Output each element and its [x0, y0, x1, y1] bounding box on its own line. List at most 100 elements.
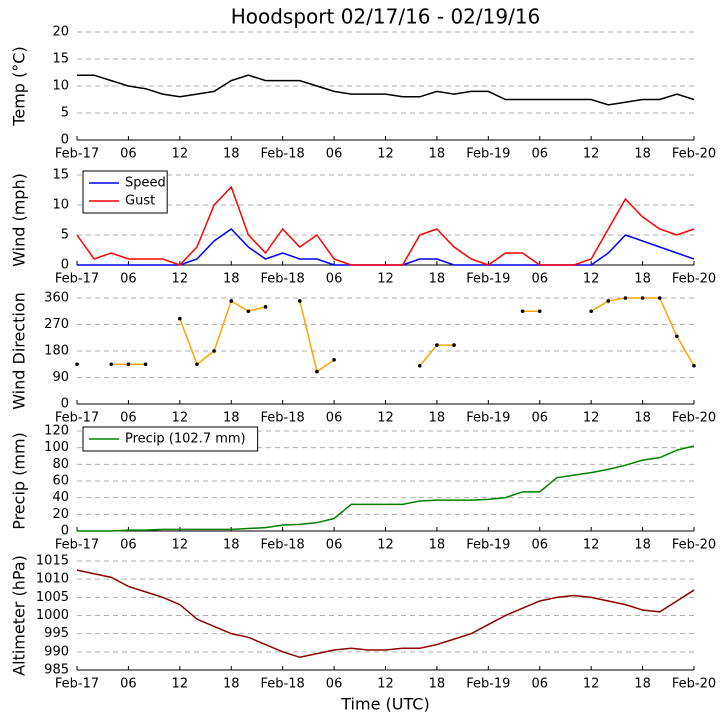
x-tick-label: 18 — [429, 411, 446, 426]
y-tick-label: 0 — [61, 524, 69, 539]
x-tick-label: Feb-20 — [672, 538, 716, 553]
x-tick-label: 18 — [634, 272, 651, 287]
data-point — [143, 362, 148, 367]
x-tick-label: Feb-19 — [466, 538, 510, 553]
x-tick-label: 12 — [377, 538, 394, 553]
data-point — [75, 362, 79, 367]
x-tick-label: Feb-19 — [466, 272, 510, 287]
x-tick-label: 06 — [326, 272, 343, 287]
x-axis-label: Time (UTC) — [340, 695, 429, 714]
x-tick-label: 18 — [429, 538, 446, 553]
x-tick-label: 18 — [429, 677, 446, 692]
series-line — [76, 185, 695, 266]
y-axis-label: Temp (°C) — [10, 46, 29, 126]
x-tick-label: 12 — [172, 677, 189, 692]
data-point — [229, 299, 234, 303]
series-line — [590, 297, 695, 367]
legend-label: Gust — [125, 194, 155, 209]
y-tick-label: 15 — [52, 52, 69, 67]
y-tick-label: 10 — [52, 198, 69, 213]
y-axis-label: Wind (mph) — [10, 173, 29, 267]
y-tick-label: 90 — [52, 370, 69, 385]
y-axis-label: Altimeter (hPa) — [10, 555, 29, 676]
data-point — [589, 309, 593, 314]
series-line — [77, 445, 695, 532]
y-tick-label: 5 — [61, 106, 69, 121]
x-tick-label: 12 — [583, 272, 600, 287]
data-point — [178, 316, 182, 321]
x-tick-label: 18 — [223, 147, 240, 162]
x-tick-label: Feb-20 — [672, 677, 716, 692]
x-tick-label: 12 — [583, 147, 600, 162]
y-tick-label: 1015 — [36, 554, 69, 569]
y-tick-label: 20 — [52, 507, 69, 522]
x-tick-label: 06 — [531, 272, 548, 287]
x-tick-label: Feb-20 — [672, 147, 716, 162]
data-point — [537, 309, 542, 314]
x-tick-label: 12 — [377, 147, 394, 162]
data-point — [623, 296, 628, 300]
data-point — [332, 358, 336, 362]
x-tick-label: 18 — [429, 272, 446, 287]
x-tick-label: 06 — [531, 411, 548, 426]
x-tick-label: 18 — [223, 411, 240, 426]
data-point — [212, 349, 216, 353]
x-tick-label: 12 — [377, 677, 394, 692]
x-tick-label: 18 — [634, 147, 651, 162]
x-tick-label: 18 — [223, 538, 240, 553]
x-tick-label: 06 — [531, 677, 548, 692]
x-tick-label: 06 — [120, 538, 137, 553]
data-point — [246, 309, 251, 314]
x-tick-label: 12 — [377, 411, 394, 426]
x-tick-label: 12 — [172, 538, 189, 553]
series-line — [299, 300, 335, 373]
chart-title: Hoodsport 02/17/16 - 02/19/16 — [231, 5, 541, 29]
x-tick-label: 12 — [583, 538, 600, 553]
data-point — [109, 362, 114, 367]
data-point — [452, 343, 456, 347]
series-line — [77, 74, 695, 106]
x-tick-label: 18 — [429, 147, 446, 162]
data-point — [315, 369, 319, 374]
y-tick-label: 0 — [61, 133, 69, 148]
x-tick-label: Feb-18 — [261, 677, 305, 692]
x-tick-label: Feb-19 — [466, 677, 510, 692]
data-point — [657, 296, 662, 300]
data-point — [195, 362, 199, 367]
x-tick-label: 12 — [583, 411, 600, 426]
series-line — [179, 299, 266, 366]
x-tick-label: 12 — [172, 411, 189, 426]
y-tick-label: 0 — [61, 397, 69, 412]
x-tick-label: Feb-17 — [55, 272, 99, 287]
x-tick-label: Feb-20 — [672, 272, 716, 287]
legend-label: Precip (102.7 mm) — [125, 432, 246, 447]
data-point — [520, 309, 525, 314]
x-tick-label: 12 — [377, 272, 394, 287]
y-tick-label: 15 — [52, 168, 69, 183]
series-line — [77, 228, 695, 266]
y-tick-label: 100 — [44, 440, 69, 455]
x-tick-label: 18 — [634, 538, 651, 553]
y-tick-label: 80 — [52, 457, 69, 472]
x-tick-label: 18 — [634, 677, 651, 692]
y-tick-label: 5 — [61, 228, 69, 243]
x-tick-label: 06 — [120, 411, 137, 426]
data-point — [675, 334, 679, 339]
y-tick-label: 1000 — [36, 608, 69, 623]
y-tick-label: 60 — [52, 474, 69, 489]
y-tick-label: 120 — [44, 424, 69, 439]
data-point — [126, 362, 131, 367]
y-tick-label: 20 — [52, 25, 69, 40]
x-tick-label: 06 — [326, 147, 343, 162]
x-tick-label: Feb-18 — [261, 147, 305, 162]
data-point — [298, 299, 302, 303]
x-tick-label: Feb-19 — [466, 411, 510, 426]
y-axis-label: Precip (mm) — [10, 432, 29, 530]
x-tick-label: Feb-17 — [55, 411, 99, 426]
x-tick-label: 06 — [531, 538, 548, 553]
x-tick-label: 18 — [223, 272, 240, 287]
data-point — [435, 343, 439, 347]
x-tick-label: Feb-18 — [261, 538, 305, 553]
legend-box — [82, 170, 168, 214]
legend-label: Speed — [125, 176, 166, 191]
